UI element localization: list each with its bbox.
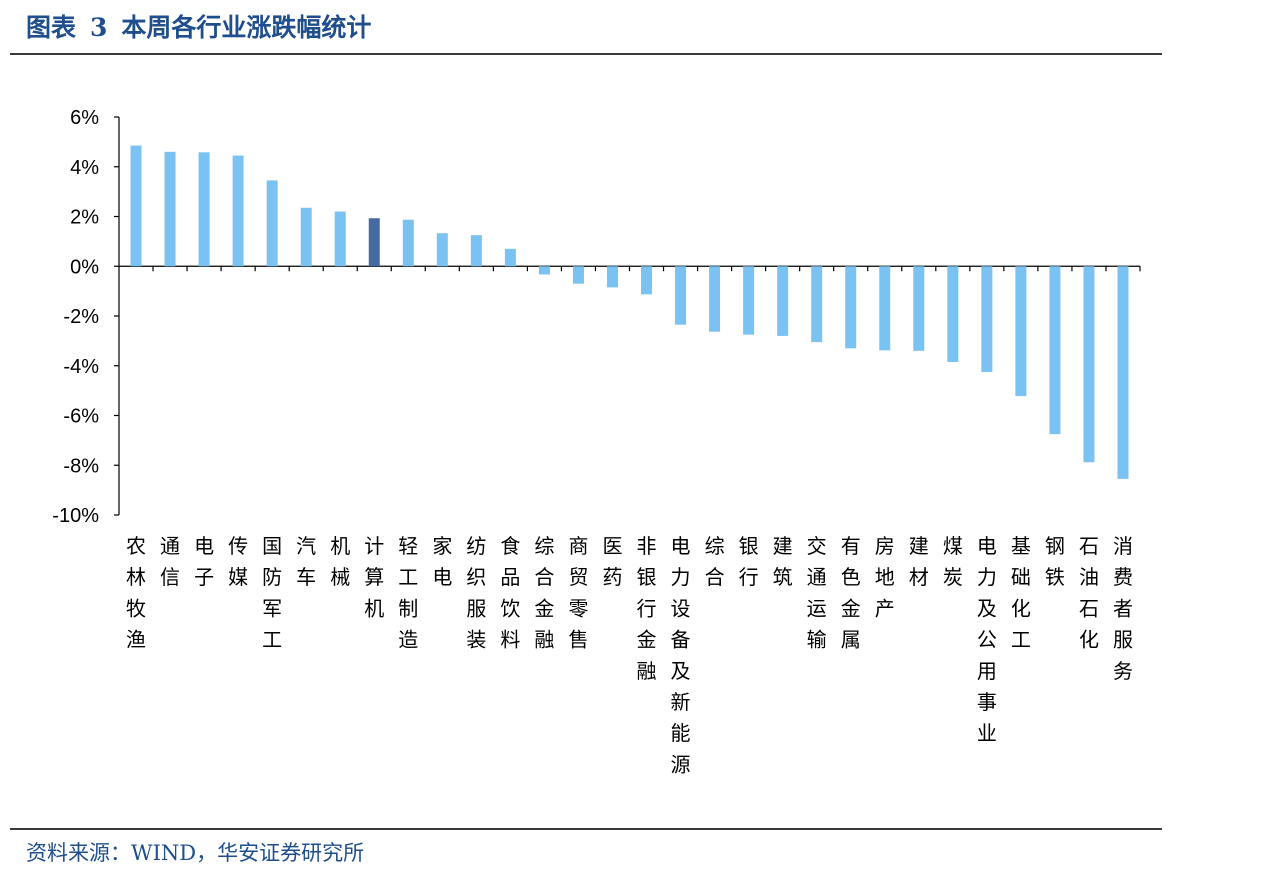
source-divider <box>10 828 1162 830</box>
x-category-label: 纺织服装 <box>466 534 486 652</box>
x-category-label: 通信 <box>160 534 180 589</box>
bar-24 <box>913 266 925 351</box>
x-category-label: 电力设备及新能源 <box>671 534 691 776</box>
x-category-label: 计算机 <box>364 534 384 620</box>
x-category-label: 钢铁 <box>1045 534 1065 589</box>
bar-12 <box>504 248 516 267</box>
bar-6 <box>300 207 312 267</box>
y-tick-label: 4% <box>70 157 99 179</box>
figure-title: 图表 3 本周各行业涨跌幅统计 <box>26 8 371 48</box>
x-category-label: 汽车 <box>296 534 316 589</box>
bar-2 <box>164 151 176 267</box>
x-category-label: 银行 <box>739 534 759 589</box>
x-category-label: 石油石化 <box>1079 534 1099 652</box>
x-category-label: 综合 <box>705 534 725 589</box>
y-tick-label: -6% <box>63 406 99 428</box>
x-category-label: 有色金属 <box>841 534 861 652</box>
x-category-label: 消费者服务 <box>1113 534 1133 683</box>
source-note: 资料来源：WIND，华安证券研究所 <box>26 841 365 865</box>
x-category-label: 传媒 <box>228 534 248 589</box>
bar-7 <box>334 211 346 267</box>
x-category-label: 轻工制造 <box>398 534 418 652</box>
y-tick-label: -4% <box>63 356 99 378</box>
figure-title-text: 本周各行业涨跌幅统计 <box>121 13 372 42</box>
bar-22 <box>845 266 857 349</box>
bar-10 <box>436 233 448 267</box>
bar-1 <box>130 145 142 267</box>
x-category-label: 电子 <box>194 534 214 589</box>
title-divider <box>10 53 1162 55</box>
x-category-label: 国防军工 <box>262 534 282 652</box>
x-category-label: 商贸零售 <box>568 534 588 652</box>
x-category-label: 交通运输 <box>807 534 827 652</box>
bar-16 <box>641 266 653 295</box>
bar-27 <box>1015 266 1027 397</box>
bar-5 <box>266 180 278 267</box>
y-tick-label: -2% <box>63 306 99 328</box>
bar-30 <box>1117 266 1129 479</box>
figure-label: 图表 <box>26 13 77 42</box>
y-axis-labels: 6% 4% 2% 0% -2% -4% -6% -8% -10% <box>52 107 99 527</box>
x-category-label: 机械 <box>330 534 350 589</box>
bar-21 <box>811 266 823 343</box>
bar-25 <box>947 266 959 363</box>
x-category-label: 食品饮料 <box>500 534 520 652</box>
chart-axes <box>114 116 1141 516</box>
chart-bars <box>130 145 1129 479</box>
bar-9 <box>402 219 414 267</box>
bar-29 <box>1083 266 1095 463</box>
x-category-label: 综合金融 <box>534 534 554 652</box>
y-tick-label: -10% <box>52 505 99 527</box>
y-tick-label: 0% <box>70 256 99 278</box>
x-category-label: 基础化工 <box>1011 534 1031 652</box>
bar-4 <box>232 155 244 267</box>
bar-26 <box>981 266 993 372</box>
y-tick-label: 2% <box>70 207 99 229</box>
bar-19 <box>743 266 755 335</box>
bar-28 <box>1049 266 1061 435</box>
x-category-label: 医药 <box>602 534 622 589</box>
x-category-label: 房地产 <box>875 534 895 620</box>
bar-17 <box>675 266 687 325</box>
bar-14 <box>572 266 584 284</box>
bar-11 <box>470 235 482 267</box>
x-category-label: 煤炭 <box>943 534 963 589</box>
x-category-label: 电力及公用事业 <box>977 534 997 745</box>
bar-8 <box>368 218 380 267</box>
bar-20 <box>777 266 789 336</box>
x-category-label: 农林牧渔 <box>126 534 146 652</box>
figure-number: 3 <box>90 13 108 42</box>
y-tick-label: 6% <box>70 107 99 129</box>
bar-13 <box>538 266 550 275</box>
x-axis-labels: 农林牧渔通信电子传媒国防军工汽车机械计算机轻工制造家电纺织服装食品饮料综合金融商… <box>126 534 1133 776</box>
bar-3 <box>198 152 210 267</box>
x-category-label: 建筑 <box>773 534 793 589</box>
x-category-label: 家电 <box>432 534 452 589</box>
bar-23 <box>879 266 891 351</box>
bar-18 <box>709 266 721 332</box>
x-category-label: 非银行金融 <box>637 534 657 683</box>
x-category-label: 建材 <box>909 534 929 589</box>
y-tick-label: -8% <box>63 455 99 477</box>
bar-15 <box>606 266 618 288</box>
